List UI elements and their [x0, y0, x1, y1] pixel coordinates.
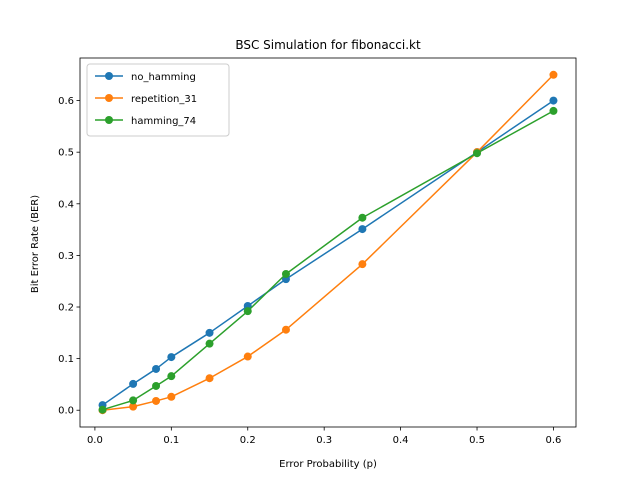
data-point — [129, 396, 138, 405]
legend-item: repetition_31 — [95, 94, 197, 105]
plot-series — [98, 70, 558, 415]
legend-item: no_hamming — [95, 72, 196, 83]
y-tick-label: 0.5 — [58, 148, 74, 159]
data-point — [281, 325, 290, 334]
data-point — [358, 213, 367, 222]
legend-marker — [105, 94, 113, 102]
series-line — [102, 110, 554, 411]
data-point — [358, 260, 367, 269]
legend-box — [86, 63, 230, 137]
y-tick-label: 0.1 — [58, 354, 74, 365]
data-point — [281, 269, 290, 278]
series-line — [102, 99, 554, 406]
series-line — [102, 74, 554, 411]
legend-marker — [105, 116, 113, 124]
data-point — [205, 328, 214, 337]
x-tick-label: 0.4 — [393, 435, 409, 446]
axes: 0.0 0.1 0.2 0.3 0.4 0.5 0.6 0.0 0.1 0.2 0.3 0.4 0.5 0… — [58, 57, 577, 446]
data-point — [152, 381, 161, 390]
x-tick-label: 0.6 — [546, 435, 562, 446]
x-tick-label: 0.2 — [240, 435, 256, 446]
y-tick-label: 0.4 — [58, 199, 74, 210]
chart-title: BSC Simulation for fibonacci.kt — [235, 38, 421, 52]
y-axis-label: Bit Error Rate (BER) — [30, 195, 41, 293]
data-point — [549, 70, 558, 79]
data-point — [205, 339, 214, 348]
data-point — [549, 106, 558, 115]
data-point — [167, 353, 176, 362]
y-tick-label: 0.0 — [58, 406, 74, 417]
data-point — [152, 396, 161, 405]
plot-frame — [79, 57, 577, 428]
data-point — [167, 372, 176, 381]
data-point — [152, 364, 161, 373]
data-point — [129, 379, 138, 388]
legend-label: repetition_31 — [131, 94, 197, 105]
data-point — [358, 225, 367, 234]
data-point — [167, 392, 176, 401]
legend-label: hamming_74 — [131, 116, 196, 127]
legend-label: no_hamming — [131, 72, 196, 83]
y-tick-label: 0.2 — [58, 303, 74, 314]
data-point — [243, 352, 252, 361]
data-point — [205, 374, 214, 383]
y-tick-label: 0.6 — [58, 96, 74, 107]
legend: no_hamming repetition_31 hamming_74 — [86, 63, 230, 137]
legend-item: hamming_74 — [95, 116, 196, 127]
data-point — [473, 149, 482, 158]
data-point — [98, 405, 107, 414]
legend-marker — [105, 72, 113, 80]
x-axis-label: Error Probability (p) — [279, 459, 377, 470]
series-hamming-74 — [98, 106, 558, 414]
x-tick-label: 0.5 — [469, 435, 485, 446]
x-tick-label: 0.3 — [316, 435, 332, 446]
data-point — [243, 307, 252, 316]
x-tick-label: 0.1 — [163, 435, 179, 446]
y-tick-label: 0.3 — [58, 251, 74, 262]
data-point — [549, 96, 558, 105]
data-point — [129, 402, 138, 411]
x-tick-label: 0.0 — [87, 435, 103, 446]
